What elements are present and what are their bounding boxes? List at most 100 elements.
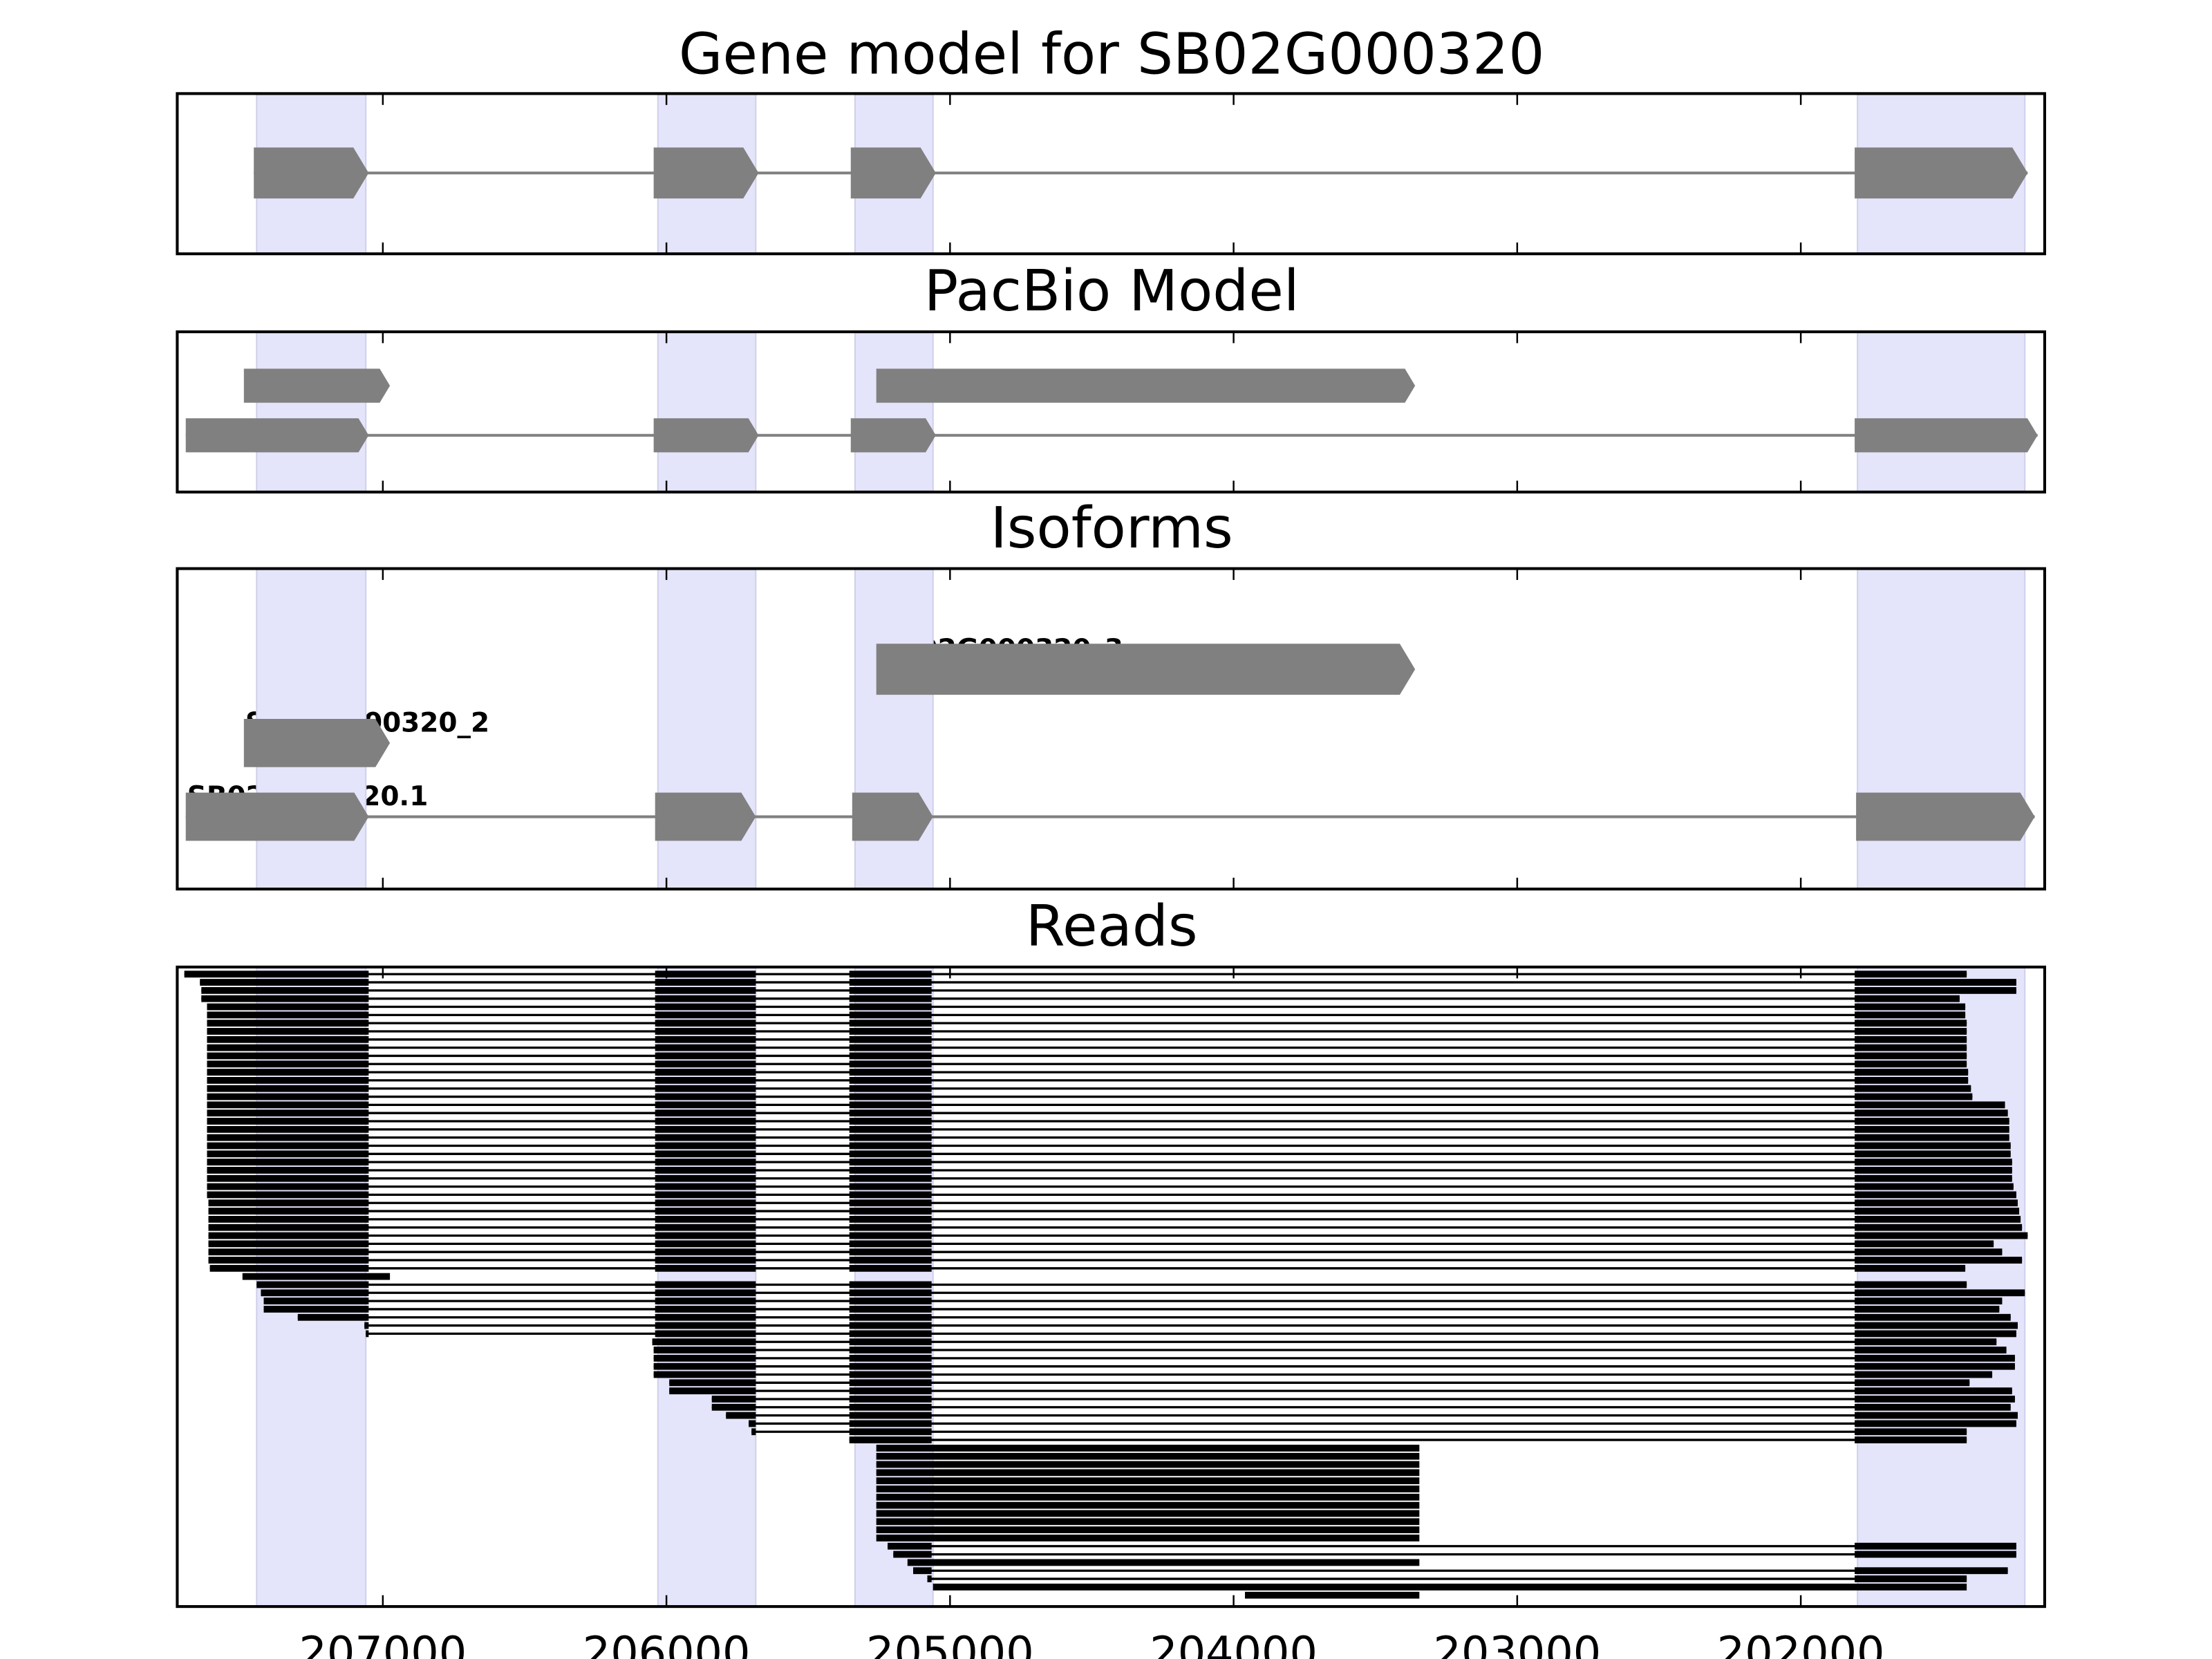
read-block [655,1060,756,1068]
read [749,1420,2016,1427]
read-block [655,1174,756,1182]
read-block [655,1240,756,1248]
read-block [849,1101,932,1109]
read-block [849,986,932,994]
read-block [849,1109,932,1117]
read [207,1060,1967,1068]
read-block [1855,1232,2028,1239]
read-block [1855,1306,2000,1313]
read [207,1093,1973,1100]
read-block [1855,1069,1969,1076]
read [201,986,2016,994]
read-block [297,1313,369,1321]
read-block [669,1379,756,1387]
panel-frame [176,92,2046,256]
read [207,1134,2009,1141]
read-block [1855,1142,2011,1150]
read-block [876,1477,1420,1485]
read [208,1248,2003,1256]
read-block [207,1159,369,1166]
read-block [1855,1093,1973,1100]
read [207,1011,1966,1019]
x-tick-label: 203000 [1434,1627,1602,1659]
read [932,1583,1967,1591]
read-block [655,1011,756,1019]
read-block [932,1583,1967,1591]
read [927,1575,1967,1582]
read [207,1118,2009,1125]
read-block [849,1289,932,1297]
read [893,1550,2016,1558]
read [876,1469,1420,1477]
read-block [366,1330,369,1338]
read [207,1109,2008,1117]
read-block [263,1297,369,1305]
read-block [207,1020,369,1027]
read-block [1855,1150,2011,1158]
read-block [208,1224,369,1231]
read-block [1855,1428,1967,1436]
read-block [849,1003,932,1011]
read-block [1855,971,1967,978]
read-block [749,1420,756,1427]
read [849,1436,1967,1443]
read-block [655,1232,756,1239]
read-block [913,1567,932,1575]
read-block [849,1142,932,1150]
read-block [849,1338,932,1346]
read-block [653,1347,756,1353]
read-block [184,971,369,978]
read-block [849,1167,932,1174]
read-block [849,1232,932,1239]
read-block [655,1281,756,1288]
read-block [1855,1387,2012,1395]
read-block [849,1248,932,1256]
read-block [655,1003,756,1011]
read-block [655,1150,756,1158]
read-block [876,1485,1420,1492]
panel-title-reads: Reads [1026,894,1198,959]
read-block [1855,1125,2009,1133]
exon-shade [854,330,934,493]
read-block [200,979,369,986]
x-tick-label: 207000 [299,1627,467,1659]
exon-arrow [653,418,759,453]
read-block [207,1150,369,1158]
read-block [849,1330,932,1338]
read-block [849,1306,932,1313]
read [207,1003,1966,1011]
read-block [849,1436,932,1443]
read-block [364,1322,369,1329]
read-block [1855,1020,1967,1027]
read-block [1855,1183,2014,1190]
read-block [751,1428,756,1436]
read-block [655,1297,756,1305]
read-block [849,1396,932,1403]
read [207,1159,2012,1166]
read-block [655,1028,756,1035]
read-block [655,1224,756,1231]
panel-title-pacbio: PacBio Model [924,259,1300,324]
read [207,1035,1967,1043]
read-block [655,1069,756,1076]
read-block [849,1387,932,1395]
read-block [849,1362,932,1370]
read-block [849,1159,932,1166]
read-block [655,1101,756,1109]
read-block [1855,1199,2018,1207]
read [726,1412,2018,1419]
read-block [849,1354,932,1362]
exon-arrow [876,368,1416,403]
read [653,1371,1993,1378]
read [711,1396,2015,1403]
read [876,1485,1420,1492]
exon-arrow [850,418,936,453]
read [242,1273,391,1280]
read-block [655,1142,756,1150]
read-block [1855,1052,1967,1060]
read-block [209,1264,369,1272]
exon-shade [854,568,934,890]
read-block [207,1028,369,1035]
read [876,1452,1420,1460]
read [207,1020,1967,1027]
